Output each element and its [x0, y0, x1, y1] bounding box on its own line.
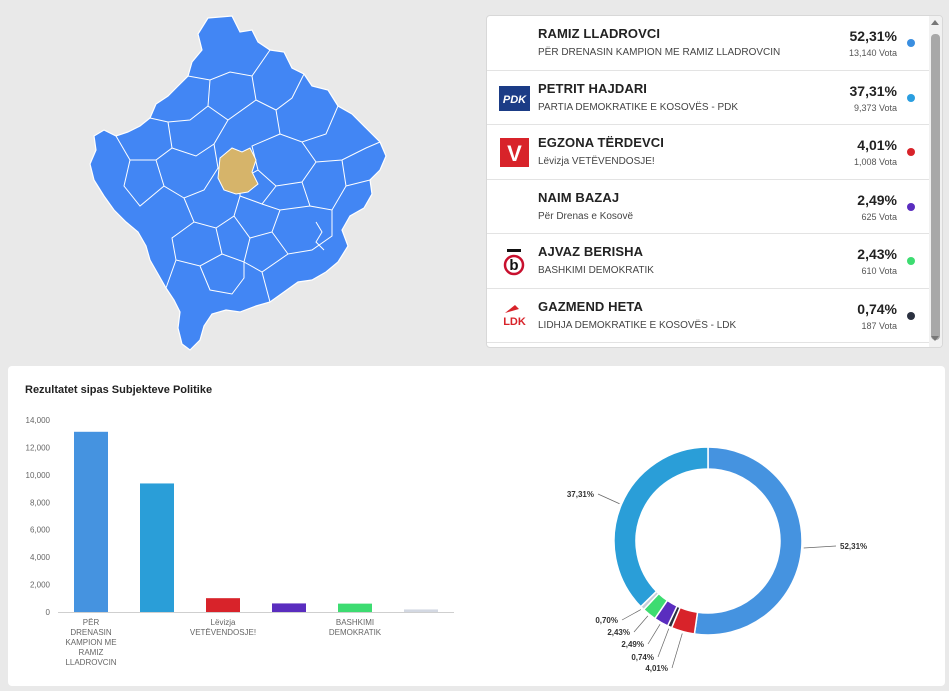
scroll-thumb[interactable] [931, 34, 940, 340]
candidate-percent: 2,43% [857, 246, 897, 262]
candidate-color-dot [907, 202, 915, 211]
donut-label-connector [647, 624, 661, 645]
candidate-color-dot [907, 93, 915, 102]
x-category-label: DRENASIN [70, 628, 112, 637]
bar-chart: 0 2,000 4,000 6,000 8,000 10,000 12,000 14,000 P… [26, 416, 454, 667]
scroll-up-arrow-icon[interactable] [931, 20, 939, 25]
candidate-color-dot [907, 257, 915, 265]
candidate-percent: 37,31% [849, 82, 897, 99]
vv-logo: V [499, 137, 530, 168]
candidate-percent: 4,01% [857, 137, 897, 153]
x-category-label: KAMPION ME [65, 638, 116, 647]
x-category-label: BASHKIMI [336, 618, 374, 627]
candidate-color-dot [907, 148, 915, 156]
candidate-party: PËR DRENASIN KAMPION ME RAMIZ LLADROVCIN [538, 47, 781, 58]
donut-label-connector [657, 628, 670, 658]
map-selected-municipality[interactable] [217, 147, 259, 195]
ldk-logo-text: LDK [503, 316, 526, 328]
candidate-color-dot [907, 39, 915, 47]
chart-panel: Rezultatet sipas Subjekteve Politike 0 2,… [8, 366, 945, 686]
bd-logo-text: b [509, 257, 518, 274]
donut-slice-label: 52,31% [840, 542, 867, 551]
donut-slice-label: 4,01% [645, 664, 668, 673]
candidate-votes: 13,140 Vota [848, 48, 897, 58]
x-category-label: PËR [83, 618, 100, 627]
donut-label-connector [621, 609, 641, 621]
results-panel: RAMIZ LLADROVCI PËR DRENASIN KAMPION ME … [486, 15, 943, 348]
bar[interactable] [140, 483, 174, 612]
y-tick-label: 10,000 [26, 471, 51, 480]
kosovo-map-svg [89, 15, 387, 351]
bar[interactable] [272, 603, 306, 612]
y-tick-label: 12,000 [26, 443, 51, 452]
x-category-label: DEMOKRATIK [329, 628, 382, 637]
y-tick-label: 0 [46, 608, 51, 617]
donut-slice[interactable] [613, 446, 709, 608]
results-scrollbar[interactable] [929, 16, 942, 347]
donut-slice-label: 2,43% [607, 628, 630, 637]
candidate-row[interactable]: b AJVAZ BERISHA BASHKIMI DEMOKRATIK 2,43… [487, 234, 931, 289]
candidate-name: NAIM BAZAJ [538, 189, 620, 205]
donut-slice-label: 0,74% [631, 653, 654, 662]
candidate-name: PETRIT HAJDARI [538, 80, 648, 96]
x-category-label: Lëvizja [211, 618, 236, 627]
candidate-name: AJVAZ BERISHA [538, 244, 644, 259]
candidate-percent: 2,49% [857, 191, 897, 208]
donut-label-connector [671, 633, 683, 669]
donut-chart: 52,31% 4,01% 0,74% 2,49% 2,43% 0,70% 37,31% [567, 446, 867, 673]
candidate-row[interactable]: V EGZONA TËRDEVCI Lëvizja VETËVENDOSJE! … [487, 125, 931, 180]
candidate-percent: 0,74% [857, 300, 897, 317]
candidate-party: PARTIA DEMOKRATIKE E KOSOVËS - PDK [538, 101, 739, 113]
bar[interactable] [74, 431, 108, 612]
vv-logo-text: V [507, 141, 522, 166]
ldk-logo: LDK [499, 301, 530, 332]
pdk-logo-text: PDK [503, 94, 527, 106]
donut-label-connector [633, 615, 649, 633]
y-tick-label: 14,000 [26, 416, 51, 425]
chart-section-title: Rezultatet sipas Subjekteve Politike [25, 384, 213, 396]
donut-slice-label: 37,31% [567, 490, 594, 499]
donut-label-connector [597, 493, 620, 505]
x-category-label: VETËVENDOSJE! [190, 628, 256, 637]
candidate-party: Për Drenas e Kosovë [538, 210, 634, 222]
x-category-label: RAMIZ [79, 648, 104, 657]
candidate-party: Lëvizja VETËVENDOSJE! [538, 156, 655, 167]
candidate-votes: 625 Vota [861, 211, 897, 222]
candidate-percent: 52,31% [849, 28, 897, 44]
donut-slice-label: 0,70% [595, 616, 618, 625]
y-tick-label: 4,000 [30, 553, 51, 562]
x-category-label: LLADROVCIN [65, 658, 116, 667]
bd-logo: b [499, 246, 530, 277]
candidate-row[interactable]: PDK PETRIT HAJDARI PARTIA DEMOKRATIKE E … [487, 71, 931, 125]
donut-slice-label: 2,49% [621, 640, 644, 649]
bar[interactable] [206, 598, 240, 612]
kosovo-map [80, 10, 400, 355]
candidate-list: RAMIZ LLADROVCI PËR DRENASIN KAMPION ME … [487, 16, 931, 343]
bar[interactable] [404, 609, 438, 612]
candidate-votes: 187 Vota [861, 320, 897, 331]
candidate-row[interactable]: LDK GAZMEND HETA LIDHJA DEMOKRATIKE E KO… [487, 289, 931, 343]
candidate-name: RAMIZ LLADROVCI [538, 26, 661, 41]
candidate-votes: 1,008 Vota [853, 157, 897, 167]
candidate-row[interactable]: RAMIZ LLADROVCI PËR DRENASIN KAMPION ME … [487, 16, 931, 71]
pdk-logo: PDK [499, 83, 530, 114]
candidate-votes: 9,373 Vota [853, 102, 897, 113]
candidate-party: LIDHJA DEMOKRATIKE E KOSOVËS - LDK [538, 319, 737, 331]
scroll-down-arrow-icon[interactable] [931, 336, 939, 341]
y-tick-label: 2,000 [30, 581, 51, 590]
candidate-name: EGZONA TËRDEVCI [538, 135, 664, 150]
candidate-name: GAZMEND HETA [538, 298, 643, 314]
bar[interactable] [338, 603, 372, 612]
y-tick-label: 6,000 [30, 526, 51, 535]
donut-label-connector [803, 545, 837, 549]
donut-slice[interactable] [693, 446, 803, 636]
candidate-votes: 610 Vota [861, 266, 897, 276]
y-tick-label: 8,000 [30, 498, 51, 507]
candidate-party: BASHKIMI DEMOKRATIK [538, 265, 654, 276]
candidate-color-dot [907, 311, 915, 320]
candidate-row[interactable]: NAIM BAZAJ Për Drenas e Kosovë 2,49% 625… [487, 180, 931, 234]
